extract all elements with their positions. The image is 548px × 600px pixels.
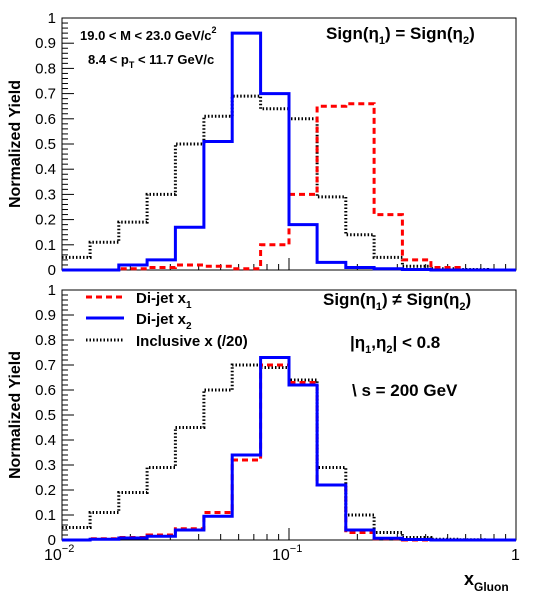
bottom-ylabel: Normalized Yield bbox=[7, 351, 24, 479]
top-ylabel: Normalized Yield bbox=[7, 80, 24, 208]
bottom-ytick-label-4: 0.4 bbox=[35, 432, 56, 449]
top-ytick-label-10: 1 bbox=[48, 10, 56, 27]
top-series-di-jet-x2 bbox=[62, 31, 516, 272]
xtick-label-0: 10−2 bbox=[44, 543, 74, 564]
top-ytick-label-9: 0.9 bbox=[35, 35, 56, 52]
top-ytick-label-5: 0.5 bbox=[35, 136, 56, 153]
top-ytick-label-4: 0.4 bbox=[35, 161, 56, 178]
xtick-label-1: 10−1 bbox=[272, 543, 302, 564]
legend-label-dijet-x1: Di-jet x1 bbox=[136, 290, 192, 311]
legend: Di-jet x1 Di-jet x2 Inclusive x (/20) bbox=[86, 290, 248, 350]
top-pt-cut: 8.4 < pT < 11.7 GeV/c bbox=[88, 52, 214, 70]
top-ytick-label-1: 0.1 bbox=[35, 237, 56, 254]
top-ytick-label-6: 0.6 bbox=[35, 111, 56, 128]
bottom-ytick-label-7: 0.7 bbox=[35, 357, 56, 374]
bottom-ytick-label-10: 1 bbox=[48, 282, 56, 299]
top-ytick-label-7: 0.7 bbox=[35, 86, 56, 103]
bottom-sign-condition: Sign(η1) ≠ Sign(η2) bbox=[323, 290, 471, 313]
bottom-ytick-label-1: 0.1 bbox=[35, 507, 56, 524]
eta-cut: |η1,η2| < 0.8 bbox=[350, 333, 440, 356]
bottom-ytick-label-9: 0.9 bbox=[35, 307, 56, 324]
bottom-ytick-label-8: 0.8 bbox=[35, 332, 56, 349]
top-ytick-label-3: 0.3 bbox=[35, 186, 56, 203]
top-ytick-label-8: 0.8 bbox=[35, 60, 56, 77]
xlabel: xGluon bbox=[464, 569, 509, 594]
bottom-ytick-label-5: 0.5 bbox=[35, 407, 56, 424]
legend-label-dijet-x2: Di-jet x2 bbox=[136, 311, 192, 332]
bottom-ytick-label-3: 0.3 bbox=[35, 457, 56, 474]
top-sign-condition: Sign(η1) = Sign(η2) bbox=[326, 24, 475, 47]
top-ytick-label-0: 0 bbox=[48, 262, 56, 279]
bottom-ytick-label-2: 0.2 bbox=[35, 482, 56, 499]
bottom-series-di-jet-x2 bbox=[62, 356, 516, 542]
top-ytick-label-2: 0.2 bbox=[35, 212, 56, 229]
xtick-label-2: 1 bbox=[511, 547, 520, 564]
sqrt-s: \ s = 200 GeV bbox=[352, 381, 458, 400]
bottom-axes: 0 0.1 0.2 0.3 0.4 0.5 0.6 0.7 0.8 0.9 1 bbox=[35, 282, 517, 549]
top-series-group bbox=[62, 31, 516, 272]
legend-label-inclusive: Inclusive x (/20) bbox=[136, 333, 248, 350]
bottom-plot-frame bbox=[61, 289, 517, 541]
bottom-series-group bbox=[62, 356, 516, 542]
top-axes: 0 0.1 0.2 0.3 0.4 0.5 0.6 0.7 0.8 0.9 1 bbox=[35, 10, 517, 279]
bottom-ytick-label-6: 0.6 bbox=[35, 382, 56, 399]
top-mass-cut: 19.0 < M < 23.0 GeV/c2 bbox=[80, 25, 217, 43]
bottom-ytick-label-0: 0 bbox=[48, 532, 56, 549]
